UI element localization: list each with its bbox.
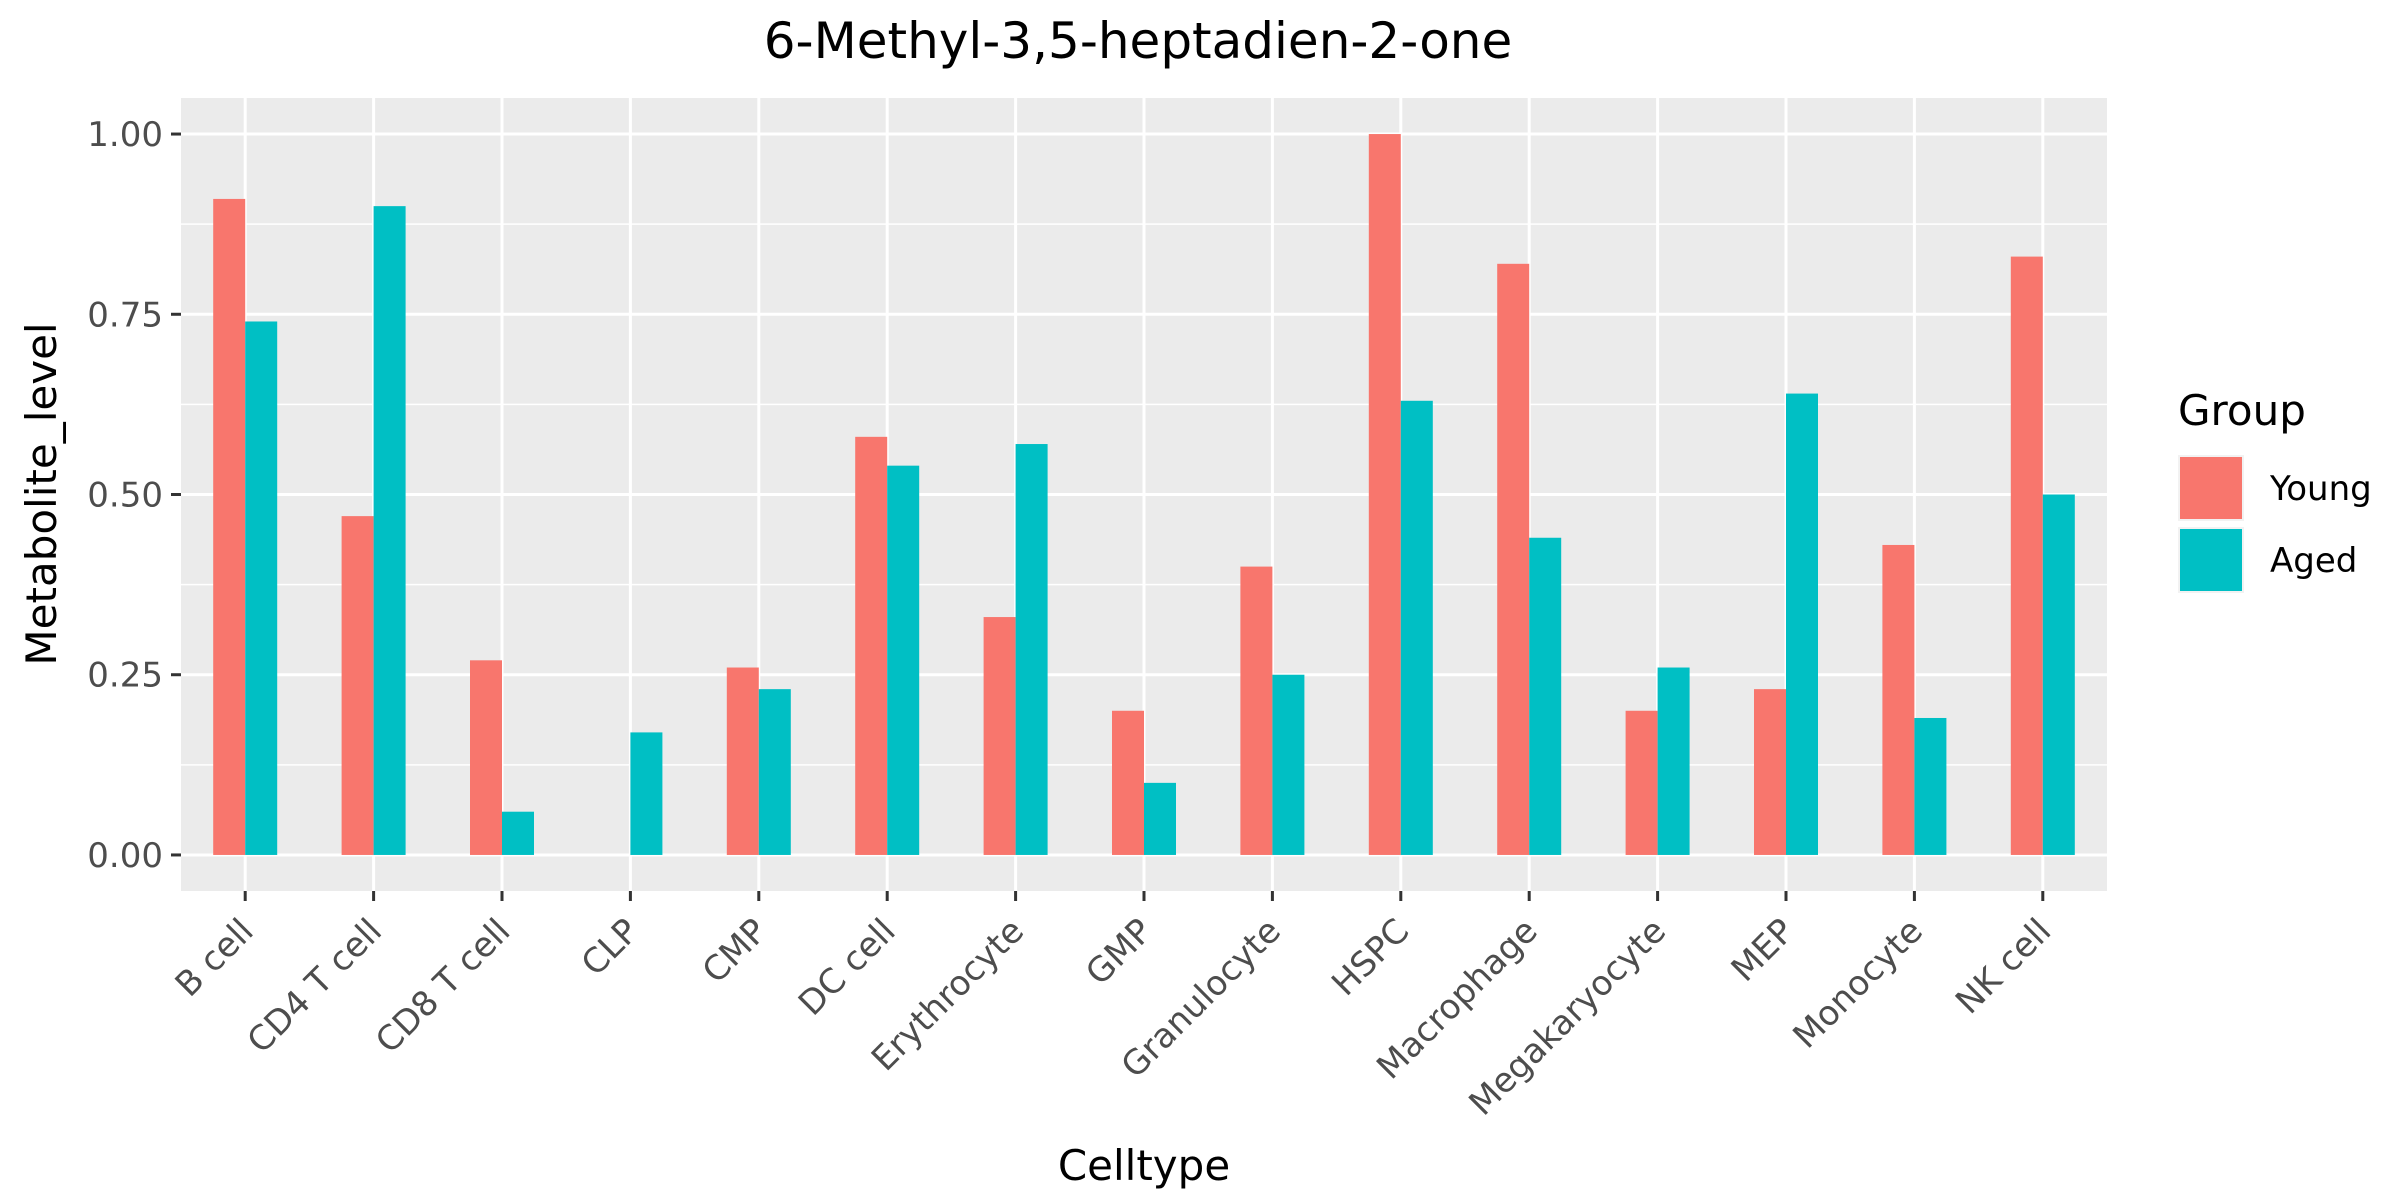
bar-young [1754,689,1786,855]
bar-aged [887,465,920,855]
bar-young [2010,256,2043,855]
y-axis: 0.00 0.25 0.50 0.75 1.00 [87,115,181,876]
bar-young [470,660,502,855]
legend-swatch-young [2180,457,2242,519]
bar-young [1240,566,1273,855]
bar-aged [758,689,791,855]
bar-aged [1657,667,1690,855]
legend-label-young: Young [2269,469,2372,509]
bar-aged [630,732,663,855]
legend-label-aged: Aged [2270,541,2357,581]
bar-young [1497,263,1530,855]
bar-aged [1914,717,1947,855]
x-tick-label: B cell [168,911,262,1005]
x-tick-label: Monocyte [1785,911,1930,1056]
bar-aged [1015,444,1048,855]
bar-aged [1786,393,1818,855]
y-tick-label: 0.25 [87,656,163,696]
bar-aged [1529,537,1562,855]
bar-young [1368,134,1401,855]
y-tick-label: 1.00 [87,115,163,155]
x-tick-label: CD8 T cell [368,911,518,1061]
bar-young [983,617,1016,855]
legend-swatch-aged [2180,529,2242,591]
x-tick-label: DC cell [791,911,904,1024]
y-axis-title: Metabolite_level [17,322,66,665]
bar-aged [373,206,406,855]
x-tick-label: CLP [574,911,647,984]
x-tick-label: CD4 T cell [240,911,390,1061]
y-tick-label: 0.50 [87,476,163,516]
x-axis-title: Celltype [1058,1141,1230,1190]
legend: Group Young Aged [2178,386,2372,593]
bar-aged [1400,400,1433,855]
x-tick-label: HSPC [1324,911,1417,1004]
legend-title: Group [2178,386,2306,435]
bars [213,134,2075,855]
y-tick-label: 0.75 [87,295,163,335]
bar-young [1625,710,1658,855]
y-tick-label: 0.00 [87,836,163,876]
bar-aged [502,811,534,855]
bar-young [855,436,888,855]
x-tick-label: NK cell [1948,911,2059,1022]
bar-young [341,516,374,855]
x-tick-label: GMP [1078,911,1160,993]
bar-aged [245,321,278,855]
bar-young [213,198,246,855]
x-tick-label: MEP [1724,911,1803,990]
bar-aged [1144,782,1176,855]
bar-young [1112,710,1144,855]
bar-young [726,667,759,855]
chart-title: 6-Methyl-3,5-heptadien-2-one [764,12,1513,70]
x-tick-label: CMP [695,911,775,991]
bar-young [1882,544,1915,855]
bar-aged [1272,674,1305,855]
bar-aged [2042,494,2075,855]
